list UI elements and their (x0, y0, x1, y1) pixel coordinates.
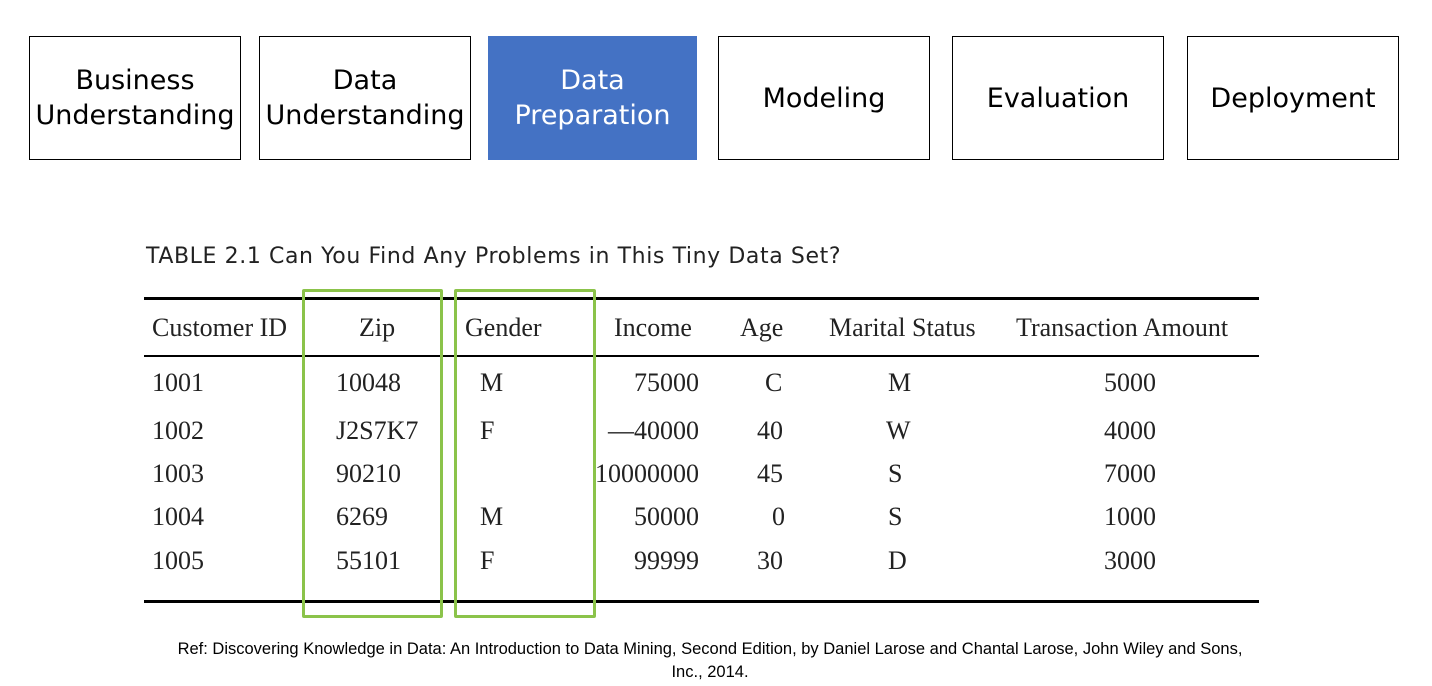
table-cell: 6269 (336, 502, 388, 531)
table-cell: 45 (757, 459, 783, 488)
table-header-rule (144, 355, 1259, 357)
table-cell: W (886, 416, 911, 445)
table-cell: M (888, 368, 912, 397)
table-cell: 1003 (152, 459, 204, 488)
table-cell: 10048 (336, 368, 401, 397)
table-cell: —40000 (608, 416, 699, 445)
header-transaction-amount: Transaction Amount (1016, 313, 1229, 342)
table-cell: 7000 (1104, 459, 1156, 488)
stage-deployment: Deployment (1187, 36, 1399, 160)
table-cell: F (480, 546, 495, 575)
gender-column-highlight (454, 289, 596, 618)
table-cell: 1002 (152, 416, 204, 445)
table-cell: 90210 (336, 459, 401, 488)
header-income: Income (614, 313, 692, 342)
header-customer-id: Customer ID (152, 313, 288, 342)
table-bottom-rule (144, 600, 1259, 603)
zip-column-highlight (302, 289, 443, 618)
table-cell: 3000 (1104, 546, 1156, 575)
table-cell: M (480, 368, 504, 397)
table-cell: 0 (772, 502, 785, 531)
table-cell: 4000 (1104, 416, 1156, 445)
header-zip: Zip (359, 313, 396, 342)
stage-data-preparation: Data Preparation (488, 36, 697, 160)
table-cell: S (888, 502, 903, 531)
table-cell: 30 (757, 546, 783, 575)
table-cell: 1004 (152, 502, 204, 531)
table-cell: 40 (757, 416, 783, 445)
table-cell: 5000 (1104, 368, 1156, 397)
table-cell: 99999 (634, 546, 699, 575)
table-cell: M (480, 502, 504, 531)
table-cell: 50000 (634, 502, 699, 531)
table-caption: TABLE 2.1 Can You Find Any Problems in T… (146, 244, 842, 269)
table-cell: 75000 (634, 368, 699, 397)
table-top-rule (144, 297, 1259, 300)
stage-business-understanding: Business Understanding (29, 36, 241, 160)
stage-evaluation: Evaluation (952, 36, 1164, 160)
table-cell: C (765, 368, 783, 397)
header-gender: Gender (465, 313, 542, 342)
table-cell: 1000 (1104, 502, 1156, 531)
header-marital-status: Marital Status (829, 313, 976, 342)
table-cell: F (480, 416, 495, 445)
table-cell: 55101 (336, 546, 401, 575)
stage-data-understanding: Data Understanding (259, 36, 471, 160)
reference-citation: Ref: Discovering Knowledge in Data: An I… (177, 640, 1243, 681)
table-cell: S (888, 459, 903, 488)
table-cell: 1001 (152, 368, 204, 397)
stage-modeling: Modeling (718, 36, 930, 160)
table-cell: 10000000 (595, 459, 699, 488)
table-cell: 1005 (152, 546, 204, 575)
header-age: Age (740, 313, 784, 342)
table-cell: D (888, 546, 907, 575)
table-cell: J2S7K7 (336, 416, 419, 445)
